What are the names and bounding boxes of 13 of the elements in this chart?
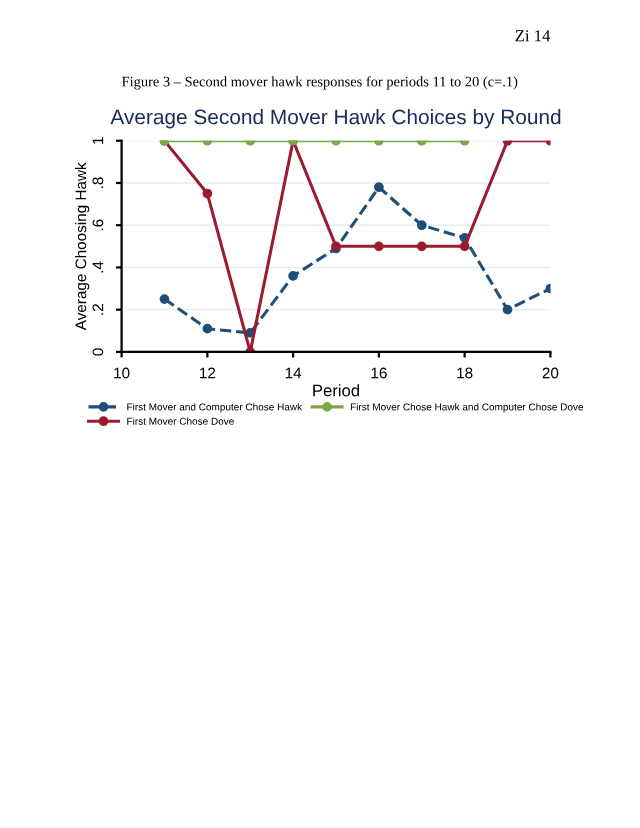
point: [202, 323, 213, 334]
chart-title: Average Second Mover Hawk Choices by Round: [110, 109, 561, 129]
text: Zi 14: [515, 30, 551, 42]
point: [288, 271, 298, 281]
point: [416, 241, 427, 252]
x-axis-title: Period: [313, 384, 360, 397]
point: [502, 304, 513, 315]
point: [202, 188, 213, 199]
point: [416, 220, 427, 231]
point: [159, 294, 170, 304]
point: [459, 241, 470, 252]
point: [374, 241, 384, 252]
point: [374, 182, 384, 193]
